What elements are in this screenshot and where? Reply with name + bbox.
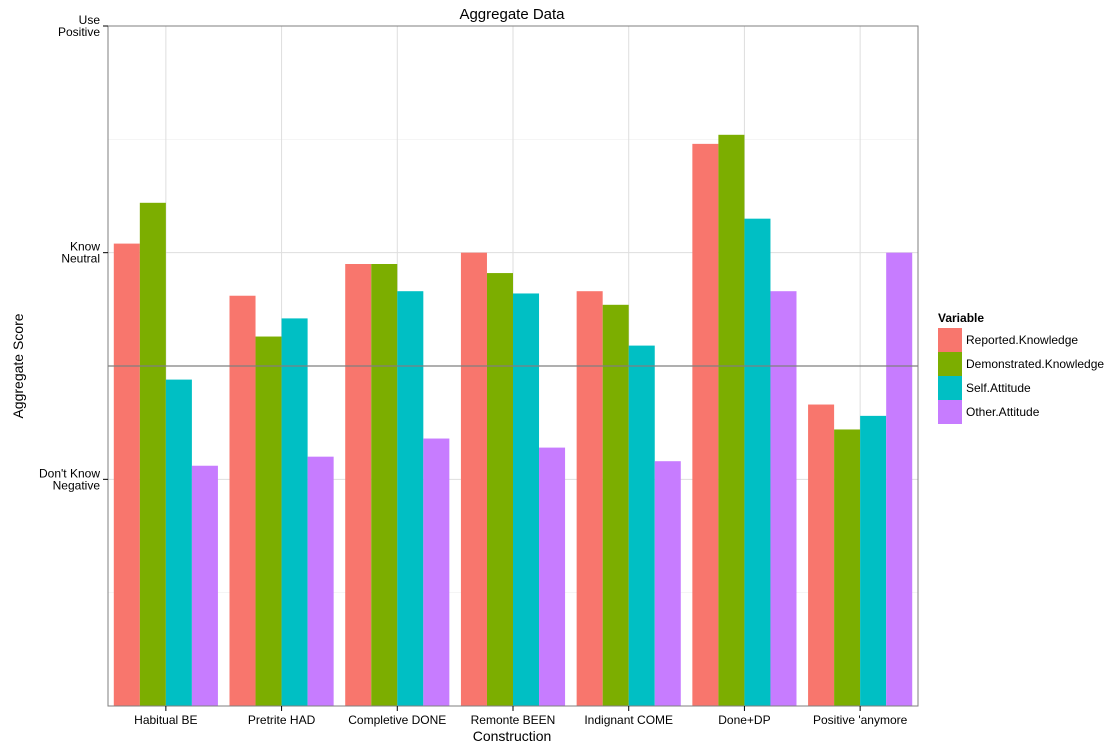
x-axis-label: Construction — [473, 728, 552, 744]
x-tick-label: Completive DONE — [348, 713, 446, 727]
chart-title: Aggregate Data — [459, 6, 565, 23]
legend-label: Self.Attitude — [966, 381, 1031, 395]
bar-self-attitude — [165, 379, 192, 706]
bar-other-attitude — [886, 252, 913, 706]
bar-other-attitude — [770, 291, 797, 706]
bar-reported-knowledge — [113, 243, 140, 706]
bar-demonstrated-knowledge — [718, 134, 745, 707]
bar-reported-knowledge — [460, 252, 487, 706]
legend-key-self-attitude — [938, 376, 962, 400]
bar-other-attitude — [539, 447, 566, 706]
x-tick-label: Habitual BE — [134, 713, 197, 727]
plot-area: Don't KnowNegativeKnowNeutralUsePositive… — [39, 13, 919, 727]
y-tick-label: Positive — [58, 25, 100, 39]
x-tick-label: Pretrite HAD — [248, 713, 316, 727]
legend-key-other-attitude — [938, 400, 962, 424]
x-tick-label: Positive 'anymore — [813, 713, 908, 727]
bar-self-attitude — [281, 318, 308, 706]
y-axis-label: Aggregate Score — [10, 313, 26, 418]
bar-demonstrated-knowledge — [139, 202, 166, 707]
bar-other-attitude — [654, 461, 681, 706]
y-tick-label: Negative — [53, 478, 101, 492]
x-tick-label: Indignant COME — [584, 713, 673, 727]
legend-key-demonstrated-knowledge — [938, 352, 962, 376]
bar-reported-knowledge — [345, 264, 372, 706]
bar-reported-knowledge — [692, 143, 719, 706]
bar-other-attitude — [307, 456, 334, 706]
bar-other-attitude — [191, 465, 218, 706]
y-tick-label: Don't Know — [39, 466, 100, 480]
bar-other-attitude — [423, 438, 450, 706]
y-tick-label: Know — [70, 240, 100, 254]
bar-reported-knowledge — [229, 295, 256, 706]
legend-label: Reported.Knowledge — [966, 333, 1078, 347]
bar-reported-knowledge — [576, 291, 603, 706]
legend-label: Other.Attitude — [966, 405, 1040, 419]
legend-label: Demonstrated.Knowledge — [966, 357, 1104, 371]
legend-title: Variable — [938, 311, 984, 325]
bar-demonstrated-knowledge — [834, 429, 861, 706]
bar-self-attitude — [513, 293, 540, 706]
x-tick-label: Done+DP — [718, 713, 770, 727]
y-tick-label: Neutral — [61, 252, 100, 266]
legend-key-reported-knowledge — [938, 328, 962, 352]
bar-demonstrated-knowledge — [602, 304, 629, 706]
bar-demonstrated-knowledge — [371, 264, 398, 706]
bar-self-attitude — [628, 345, 655, 706]
legend: Reported.Knowledge Demonstrated.Knowledge… — [938, 328, 1104, 424]
y-tick-label: Use — [79, 13, 101, 27]
bar-self-attitude — [744, 218, 771, 706]
bar-self-attitude — [860, 415, 887, 706]
bar-demonstrated-knowledge — [255, 336, 282, 706]
bar-demonstrated-knowledge — [486, 273, 513, 706]
bar-self-attitude — [397, 291, 424, 706]
x-tick-label: Remonte BEEN — [471, 713, 556, 727]
bar-reported-knowledge — [808, 404, 835, 706]
